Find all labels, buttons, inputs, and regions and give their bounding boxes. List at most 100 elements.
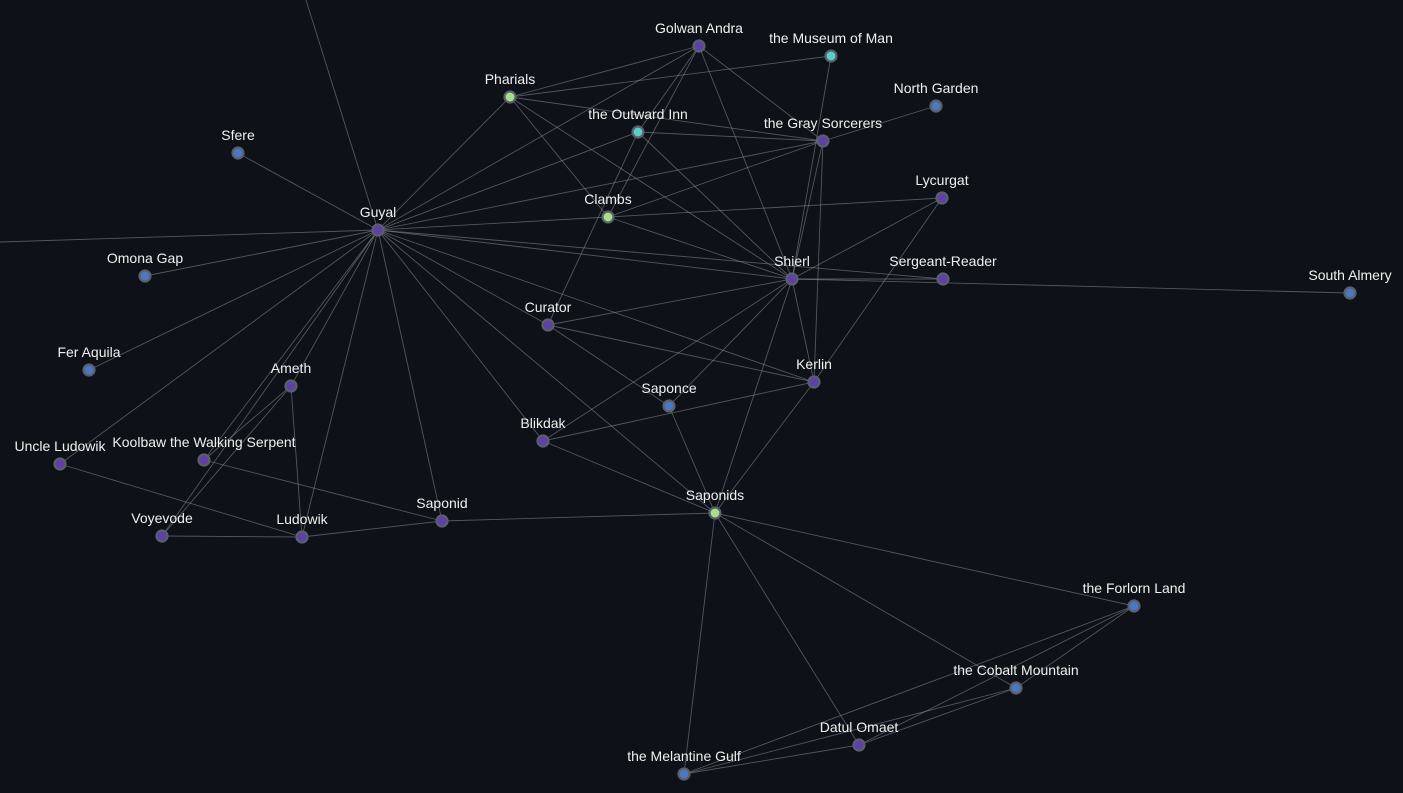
graph-node-saponids[interactable]: Saponids bbox=[686, 487, 744, 520]
graph-edge bbox=[377, 229, 793, 280]
graph-edge bbox=[607, 45, 700, 218]
graph-edge bbox=[509, 96, 824, 142]
graph-edge bbox=[377, 229, 944, 280]
graph-edge bbox=[509, 45, 700, 98]
node-dot[interactable] bbox=[155, 529, 169, 543]
graph-node-gray[interactable]: the Gray Sorcerers bbox=[764, 115, 882, 148]
graph-node-cobalt[interactable]: the Cobalt Mountain bbox=[953, 662, 1079, 695]
graph-edge bbox=[441, 512, 716, 522]
node-dot[interactable] bbox=[503, 90, 517, 104]
node-dot[interactable] bbox=[295, 530, 309, 544]
graph-node-museum[interactable]: the Museum of Man bbox=[769, 30, 893, 63]
graph-node-south[interactable]: South Almery bbox=[1308, 267, 1392, 300]
graph-node-datul[interactable]: Datul Omaet bbox=[820, 719, 899, 752]
node-label: Guyal bbox=[360, 204, 397, 220]
graph-node-guyal[interactable]: Guyal bbox=[360, 204, 397, 237]
graph-edge bbox=[377, 229, 716, 514]
graph-edge bbox=[290, 385, 303, 538]
graph-node-fer[interactable]: Fer Aquila bbox=[57, 344, 121, 377]
node-dot[interactable] bbox=[231, 146, 245, 160]
graph-node-saponce[interactable]: Saponce bbox=[641, 380, 697, 413]
node-dot[interactable] bbox=[824, 49, 838, 63]
graph-node-omona[interactable]: Omona Gap bbox=[107, 250, 183, 283]
node-dot[interactable] bbox=[138, 269, 152, 283]
graph-node-lycurgat[interactable]: Lycurgat bbox=[915, 172, 969, 205]
nodes-layer: Golwan Andra the Museum of Man Pharials Nor… bbox=[14, 20, 1392, 781]
node-dot[interactable] bbox=[852, 738, 866, 752]
graph-node-forlorn[interactable]: the Forlorn Land bbox=[1083, 580, 1186, 613]
graph-node-shierl[interactable]: Shierl bbox=[774, 253, 810, 286]
node-dot[interactable] bbox=[53, 457, 67, 471]
graph-edge bbox=[714, 381, 815, 514]
graph-node-voyevode[interactable]: Voyevode bbox=[131, 510, 193, 543]
node-dot[interactable] bbox=[371, 223, 385, 237]
node-dot[interactable] bbox=[82, 363, 96, 377]
graph-edge bbox=[59, 463, 303, 538]
node-label: Voyevode bbox=[131, 510, 193, 526]
node-dot[interactable] bbox=[197, 453, 211, 467]
graph-edge bbox=[813, 140, 824, 383]
graph-edge bbox=[305, 0, 379, 231]
node-dot[interactable] bbox=[708, 506, 722, 520]
node-dot[interactable] bbox=[1343, 286, 1357, 300]
node-dot[interactable] bbox=[536, 434, 550, 448]
graph-edge bbox=[377, 229, 544, 442]
graph-edge bbox=[668, 278, 793, 407]
graph-edge bbox=[714, 512, 1017, 689]
node-dot[interactable] bbox=[807, 375, 821, 389]
node-label: Shierl bbox=[774, 253, 810, 269]
graph-edge bbox=[509, 96, 609, 218]
node-dot[interactable] bbox=[1127, 599, 1141, 613]
node-dot[interactable] bbox=[929, 99, 943, 113]
graph-node-pharials[interactable]: Pharials bbox=[485, 71, 536, 104]
graph-node-sergeant[interactable]: Sergeant-Reader bbox=[889, 253, 997, 286]
graph-edge bbox=[714, 278, 793, 514]
graph-node-clambs[interactable]: Clambs bbox=[584, 191, 632, 224]
graph-node-blikdak[interactable]: Blikdak bbox=[520, 415, 567, 448]
node-dot[interactable] bbox=[692, 39, 706, 53]
graph-edge bbox=[237, 152, 379, 231]
node-dot[interactable] bbox=[936, 272, 950, 286]
node-label: South Almery bbox=[1308, 267, 1391, 283]
graph-edge bbox=[698, 45, 824, 142]
node-dot[interactable] bbox=[662, 399, 676, 413]
graph-node-ludowik[interactable]: Ludowik bbox=[276, 511, 329, 544]
graph-node-saponid[interactable]: Saponid bbox=[416, 495, 468, 528]
graph-node-golwan[interactable]: Golwan Andra bbox=[655, 20, 743, 53]
node-dot[interactable] bbox=[785, 272, 799, 286]
node-dot[interactable] bbox=[541, 318, 555, 332]
graph-node-ameth[interactable]: Ameth bbox=[271, 360, 311, 393]
graph-node-kerlin[interactable]: Kerlin bbox=[796, 356, 832, 389]
graph-node-sfere[interactable]: Sfere bbox=[221, 127, 255, 160]
node-label: Fer Aquila bbox=[57, 344, 120, 360]
node-label: the Forlorn Land bbox=[1083, 580, 1186, 596]
graph-node-melantine[interactable]: the Melantine Gulf bbox=[627, 748, 741, 781]
graph-node-outward[interactable]: the Outward Inn bbox=[588, 106, 688, 139]
graph-edge bbox=[547, 324, 670, 407]
node-dot[interactable] bbox=[601, 210, 615, 224]
graph-node-curator[interactable]: Curator bbox=[525, 299, 572, 332]
graph-node-uncle[interactable]: Uncle Ludowik bbox=[14, 438, 107, 471]
node-label: Omona Gap bbox=[107, 250, 183, 266]
node-dot[interactable] bbox=[631, 125, 645, 139]
graph-edge bbox=[161, 385, 292, 537]
graph-edge bbox=[377, 131, 639, 231]
node-dot[interactable] bbox=[435, 514, 449, 528]
graph-node-north[interactable]: North Garden bbox=[894, 80, 979, 113]
graph-edge bbox=[161, 229, 379, 537]
node-dot[interactable] bbox=[284, 379, 298, 393]
graph-edge bbox=[791, 140, 824, 280]
graph-edge bbox=[542, 278, 793, 442]
graph-edge bbox=[791, 197, 943, 280]
node-dot[interactable] bbox=[1009, 681, 1023, 695]
node-label: Golwan Andra bbox=[655, 20, 743, 36]
node-dot[interactable] bbox=[677, 767, 691, 781]
graph-edge bbox=[683, 512, 716, 775]
graph-edge bbox=[203, 385, 292, 461]
graph-edge bbox=[683, 744, 860, 775]
graph-node-koolbaw[interactable]: Koolbaw the Walking Serpent bbox=[112, 434, 296, 467]
node-dot[interactable] bbox=[816, 134, 830, 148]
node-dot[interactable] bbox=[935, 191, 949, 205]
graph-edge bbox=[791, 278, 815, 383]
